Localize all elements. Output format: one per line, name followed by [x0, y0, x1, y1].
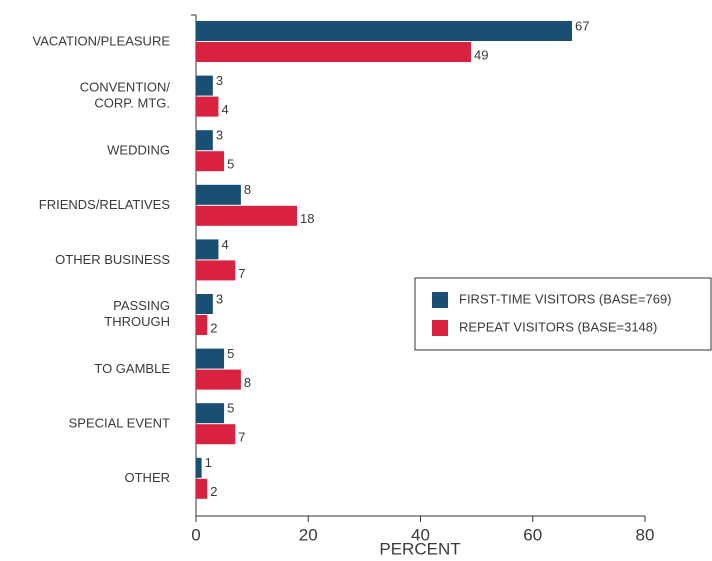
- bar: [196, 96, 219, 117]
- bar: [196, 403, 225, 424]
- bar: [196, 205, 298, 226]
- x-tick-label: 20: [299, 525, 318, 544]
- bar: [196, 457, 202, 478]
- value-label: 3: [216, 73, 223, 88]
- value-label: 7: [238, 266, 245, 281]
- category-label: FRIENDS/RELATIVES: [39, 197, 171, 212]
- legend-swatch: [432, 292, 448, 308]
- category-label: OTHER: [125, 470, 171, 485]
- legend-label: REPEAT VISITORS (BASE=3148): [459, 319, 657, 334]
- bar: [196, 151, 225, 172]
- value-label: 5: [227, 346, 234, 361]
- value-label: 8: [244, 375, 251, 390]
- category-label: TO GAMBLE: [94, 361, 170, 376]
- category-label: CONVENTION/CORP. MTG.: [80, 80, 171, 111]
- bar: [196, 315, 208, 335]
- bar: [196, 348, 225, 369]
- bar: [196, 260, 236, 281]
- category-label: VACATION/PLEASURE: [33, 33, 171, 48]
- value-label: 3: [216, 291, 223, 306]
- legend-swatch: [432, 320, 448, 336]
- bar: [196, 239, 219, 260]
- bar: [196, 369, 241, 390]
- x-tick-label: 0: [191, 525, 200, 544]
- value-label: 1: [205, 455, 212, 470]
- x-axis-label: PERCENT: [379, 539, 460, 558]
- value-label: 5: [227, 401, 234, 416]
- value-label: 2: [210, 320, 217, 335]
- value-label: 18: [300, 211, 314, 226]
- value-label: 49: [474, 47, 488, 62]
- bar: [196, 478, 208, 499]
- value-label: 4: [221, 237, 228, 252]
- bar: [196, 294, 213, 314]
- category-label: SPECIAL EVENT: [69, 416, 170, 431]
- bar: [196, 130, 213, 151]
- bar: [196, 424, 236, 445]
- bar: [196, 75, 213, 96]
- category-label: PASSING THROUGH: [104, 298, 170, 329]
- legend-label: FIRST-TIME VISITORS (BASE=769): [459, 291, 672, 306]
- bar: [196, 184, 241, 205]
- value-label: 8: [244, 182, 251, 197]
- value-label: 2: [210, 484, 217, 499]
- legend-box: [414, 277, 712, 351]
- bar: [196, 21, 573, 41]
- x-tick-label: 40: [411, 525, 430, 544]
- bar: [196, 42, 472, 62]
- value-label: 4: [221, 102, 228, 117]
- value-label: 67: [575, 18, 589, 33]
- x-tick-label: 80: [636, 525, 655, 544]
- category-label: WEDDING: [107, 143, 170, 158]
- value-label: 3: [216, 128, 223, 143]
- category-label: OTHER BUSINESS: [55, 252, 170, 267]
- value-label: 5: [227, 157, 234, 172]
- x-tick-label: 60: [523, 525, 542, 544]
- value-label: 7: [238, 430, 245, 445]
